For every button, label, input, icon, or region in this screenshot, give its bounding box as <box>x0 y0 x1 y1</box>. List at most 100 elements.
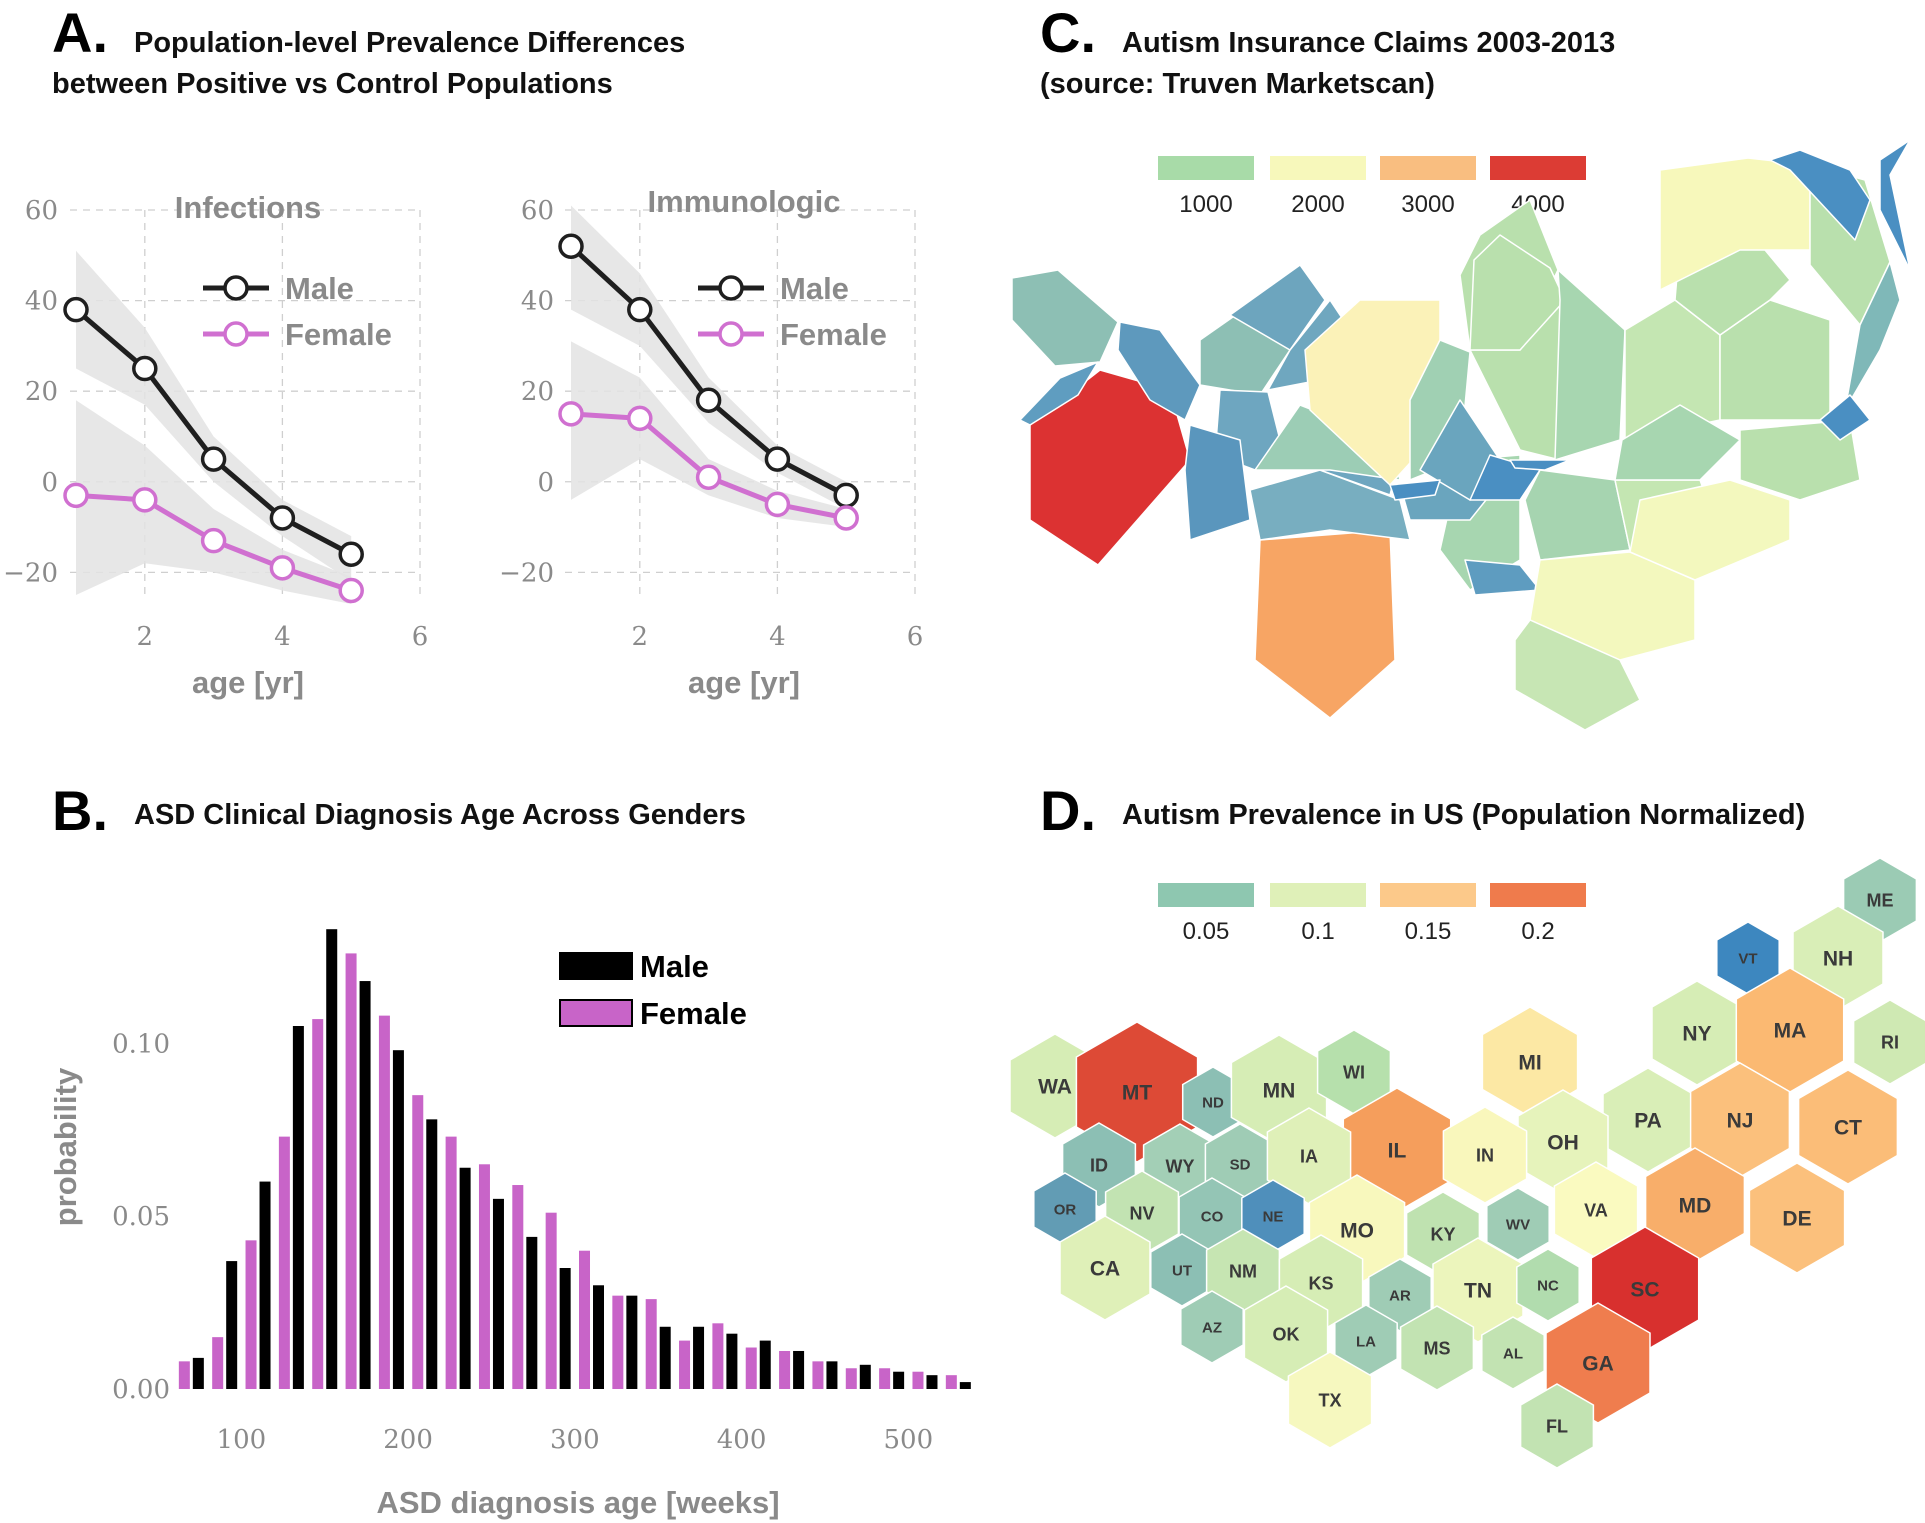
state-label-la: LA <box>1356 1333 1376 1350</box>
legend-swatch-female <box>559 999 633 1027</box>
bar-male <box>726 1333 738 1389</box>
data-point-male <box>558 233 584 259</box>
bar-female <box>945 1375 957 1389</box>
data-point-female <box>833 505 859 531</box>
x-tick-label: 400 <box>717 1425 767 1455</box>
x-tick-label: 4 <box>274 622 291 652</box>
panel-c-title-line2: (source: Truven Marketscan) <box>1040 68 1435 100</box>
prevalence-hex-map: ME VT NH NY MA RI PA NJ CT MI OH MD DE WA MT ND MN WI IL IN… <box>1009 857 1925 1469</box>
x-tick-label: 4 <box>769 622 786 652</box>
scale-label: 0.15 <box>1405 918 1452 945</box>
state-hex-az <box>1180 1290 1244 1364</box>
state-hex-ri <box>1852 999 1925 1085</box>
bar-male <box>826 1361 838 1389</box>
legend-label-male: Male <box>640 949 709 984</box>
state-label-nj: NJ <box>1727 1110 1754 1133</box>
bar-female <box>445 1136 457 1389</box>
bar-male <box>659 1326 671 1389</box>
state-hex-nc <box>1516 1248 1580 1322</box>
data-point-male <box>132 355 158 382</box>
state-hex-al <box>1481 1316 1545 1390</box>
legend-marker-female <box>223 321 249 347</box>
state-label-mn: MN <box>1263 1080 1296 1103</box>
claims-region-ga <box>1629 479 1791 581</box>
panel-d-letter: D. <box>1040 779 1096 842</box>
bar-male <box>459 1167 471 1389</box>
bar-male <box>192 1357 204 1389</box>
legend-marker-male <box>223 275 249 301</box>
bar-male <box>259 1181 271 1389</box>
panel-c-letter: C. <box>1040 1 1096 64</box>
state-hex-de <box>1748 1162 1846 1274</box>
claims-region-ky <box>1524 469 1631 561</box>
confidence-band-female <box>76 400 352 605</box>
claims-region-ri <box>1879 139 1911 271</box>
x-tick-label: 6 <box>412 622 429 652</box>
bar-female <box>612 1295 624 1389</box>
data-point-female <box>63 482 89 509</box>
bar-female <box>579 1250 591 1389</box>
state-label-ut: UT <box>1172 1262 1192 1279</box>
state-label-va: VA <box>1584 1200 1608 1220</box>
bar-male <box>859 1364 871 1389</box>
scale-swatch <box>1270 883 1366 907</box>
state-label-pa: PA <box>1634 1110 1662 1133</box>
panel-b-title: ASD Clinical Diagnosis Age Across Gender… <box>134 799 746 831</box>
bar-female <box>378 1015 390 1389</box>
legend-label-male: Male <box>780 271 849 306</box>
y-tick-label: 60 <box>25 196 58 226</box>
legend-label-female: Female <box>285 317 392 352</box>
scale-label: 3000 <box>1401 191 1454 218</box>
data-point-female <box>764 491 791 518</box>
state-label-ks: KS <box>1308 1273 1333 1293</box>
bar-male <box>926 1375 938 1389</box>
data-point-male <box>627 296 653 323</box>
state-label-ct: CT <box>1834 1117 1862 1140</box>
immunologic-chart: 2 4 6 60 40 20 0 −20 Immunologic age [yr] Male Fema… <box>499 184 923 700</box>
state-label-oh: OH <box>1547 1132 1579 1155</box>
y-tick-label: −20 <box>3 558 58 588</box>
x-tick-label: 200 <box>383 1425 433 1455</box>
state-label-ky: KY <box>1430 1224 1455 1244</box>
bar-male <box>793 1350 805 1389</box>
y-tick-label: 20 <box>521 377 554 407</box>
bar-female <box>879 1368 891 1389</box>
prevalence-color-scale: 0.05 0.1 0.15 0.2 <box>1158 883 1586 945</box>
data-point-female <box>627 405 653 432</box>
x-axis-title: age [yr] <box>192 665 304 700</box>
state-label-me: ME <box>1867 890 1894 910</box>
y-tick-label: 0 <box>41 468 58 498</box>
state-label-sd: SD <box>1230 1156 1251 1173</box>
data-point-male <box>695 387 722 413</box>
y-tick-label: 40 <box>25 287 58 317</box>
bar-male <box>359 981 371 1389</box>
claims-region-mi <box>1469 234 1566 351</box>
state-label-ne: NE <box>1263 1208 1284 1225</box>
data-point-male <box>338 541 364 567</box>
bar-female <box>545 1212 557 1389</box>
data-point-female <box>338 577 364 604</box>
state-label-co: CO <box>1201 1208 1224 1225</box>
panel-a-title-line1: Population-level Prevalence Differences <box>134 27 685 59</box>
state-label-ok: OK <box>1273 1324 1300 1344</box>
legend-label-female: Female <box>640 996 747 1031</box>
state-label-nd: ND <box>1202 1094 1224 1111</box>
claims-region-in <box>1554 269 1626 461</box>
scale-label: 0.2 <box>1521 918 1554 945</box>
data-point-male <box>63 296 89 323</box>
data-point-male <box>764 446 791 472</box>
state-hex-wv <box>1486 1187 1550 1261</box>
bar-male <box>426 1119 438 1389</box>
state-label-wv: WV <box>1506 1216 1530 1233</box>
state-label-fl: FL <box>1546 1416 1568 1436</box>
bar-female <box>212 1337 224 1389</box>
bar-female <box>679 1340 691 1389</box>
state-label-ma: MA <box>1774 1020 1807 1043</box>
bar-female <box>245 1240 257 1389</box>
data-point-female <box>200 527 227 554</box>
data-point-male <box>833 482 859 509</box>
subplot-title: Infections <box>175 190 321 225</box>
bar-female <box>912 1371 924 1389</box>
claims-region-or <box>1011 269 1119 367</box>
y-tick-label: 0.10 <box>112 1029 170 1059</box>
